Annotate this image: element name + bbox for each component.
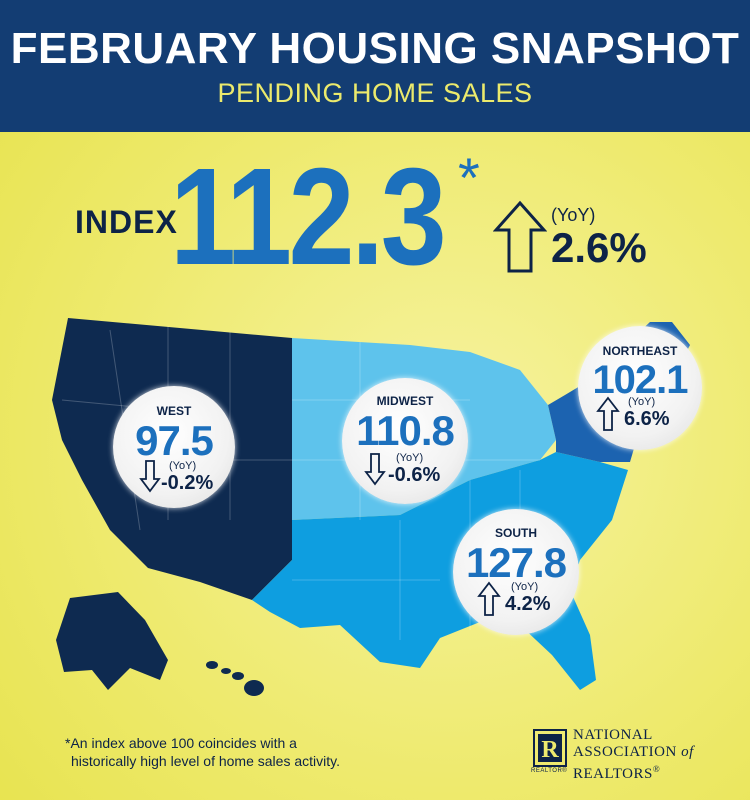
region-value: 102.1 <box>592 358 688 402</box>
realtor-mark: REALTOR® <box>531 768 568 774</box>
footnote: *An index above 100 coincides with a his… <box>65 734 385 770</box>
region-value: 127.8 <box>465 539 567 586</box>
region-yoy-label: (YoY) <box>169 460 197 472</box>
nar-line-1: NATIONAL <box>573 727 653 743</box>
arrow-down-icon <box>139 460 161 493</box>
arrow-up-icon <box>477 581 501 616</box>
footnote-line: *An index above 100 coincides with a <box>65 735 297 751</box>
region-yoy-label: (YoY) <box>511 581 539 593</box>
region-value: 110.8 <box>356 407 455 454</box>
national-yoy-change: 2.6% <box>551 224 647 271</box>
region-name: WEST <box>156 404 192 418</box>
nar-registered-mark: ® <box>652 764 661 774</box>
arrow-up-icon <box>596 396 620 431</box>
region-yoy-label: (YoY) <box>396 452 424 464</box>
region-yoy-label: (YoY) <box>628 396 656 408</box>
region-bubble-midwest: MIDWEST 110.8 (YoY) -0.6% <box>342 378 468 504</box>
region-name: MIDWEST <box>376 394 434 408</box>
index-value: 112.3 <box>170 140 447 294</box>
alaska-shape <box>56 592 168 690</box>
arrow-up-icon <box>493 200 547 273</box>
index-label: INDEX <box>75 204 178 240</box>
region-bubble-west: WEST 97.5 (YoY) -0.2% <box>113 386 235 508</box>
hawaii-shape <box>206 661 264 696</box>
national-yoy-label: (YoY) <box>551 205 596 225</box>
nar-line-2: ASSOCIATION of <box>573 744 694 761</box>
nar-wordmark: NATIONAL ASSOCIATION of REALTORS® <box>573 727 694 783</box>
region-bubble-south: SOUTH 127.8 (YoY) 4.2% <box>453 509 579 635</box>
footnote-line: historically high level of home sales ac… <box>71 753 340 769</box>
region-name: NORTHEAST <box>602 344 678 358</box>
region-yoy-change: 6.6% <box>624 408 670 430</box>
region-yoy-change: 4.2% <box>505 593 551 615</box>
nar-line-3: REALTORS® <box>573 761 694 783</box>
realtor-r-logo: R <box>533 729 567 767</box>
region-name: SOUTH <box>495 526 537 540</box>
region-yoy-change: -0.2% <box>161 472 214 494</box>
arrow-down-icon <box>364 453 386 486</box>
header-banner: FEBRUARY HOUSING SNAPSHOT PENDING HOME S… <box>0 0 750 132</box>
page-title: FEBRUARY HOUSING SNAPSHOT <box>10 24 740 73</box>
nar-line-2-suffix: of <box>681 744 694 760</box>
nar-line-2-text: ASSOCIATION <box>573 744 677 760</box>
logo-letter: R <box>541 737 559 763</box>
region-yoy-change: -0.6% <box>388 464 441 486</box>
page-subtitle: PENDING HOME SALES <box>217 78 533 108</box>
nar-line-3-text: REALTORS <box>573 766 653 782</box>
index-asterisk: * <box>458 146 480 209</box>
region-value: 97.5 <box>135 417 214 464</box>
region-bubble-northeast: NORTHEAST 102.1 (YoY) 6.6% <box>578 326 702 450</box>
